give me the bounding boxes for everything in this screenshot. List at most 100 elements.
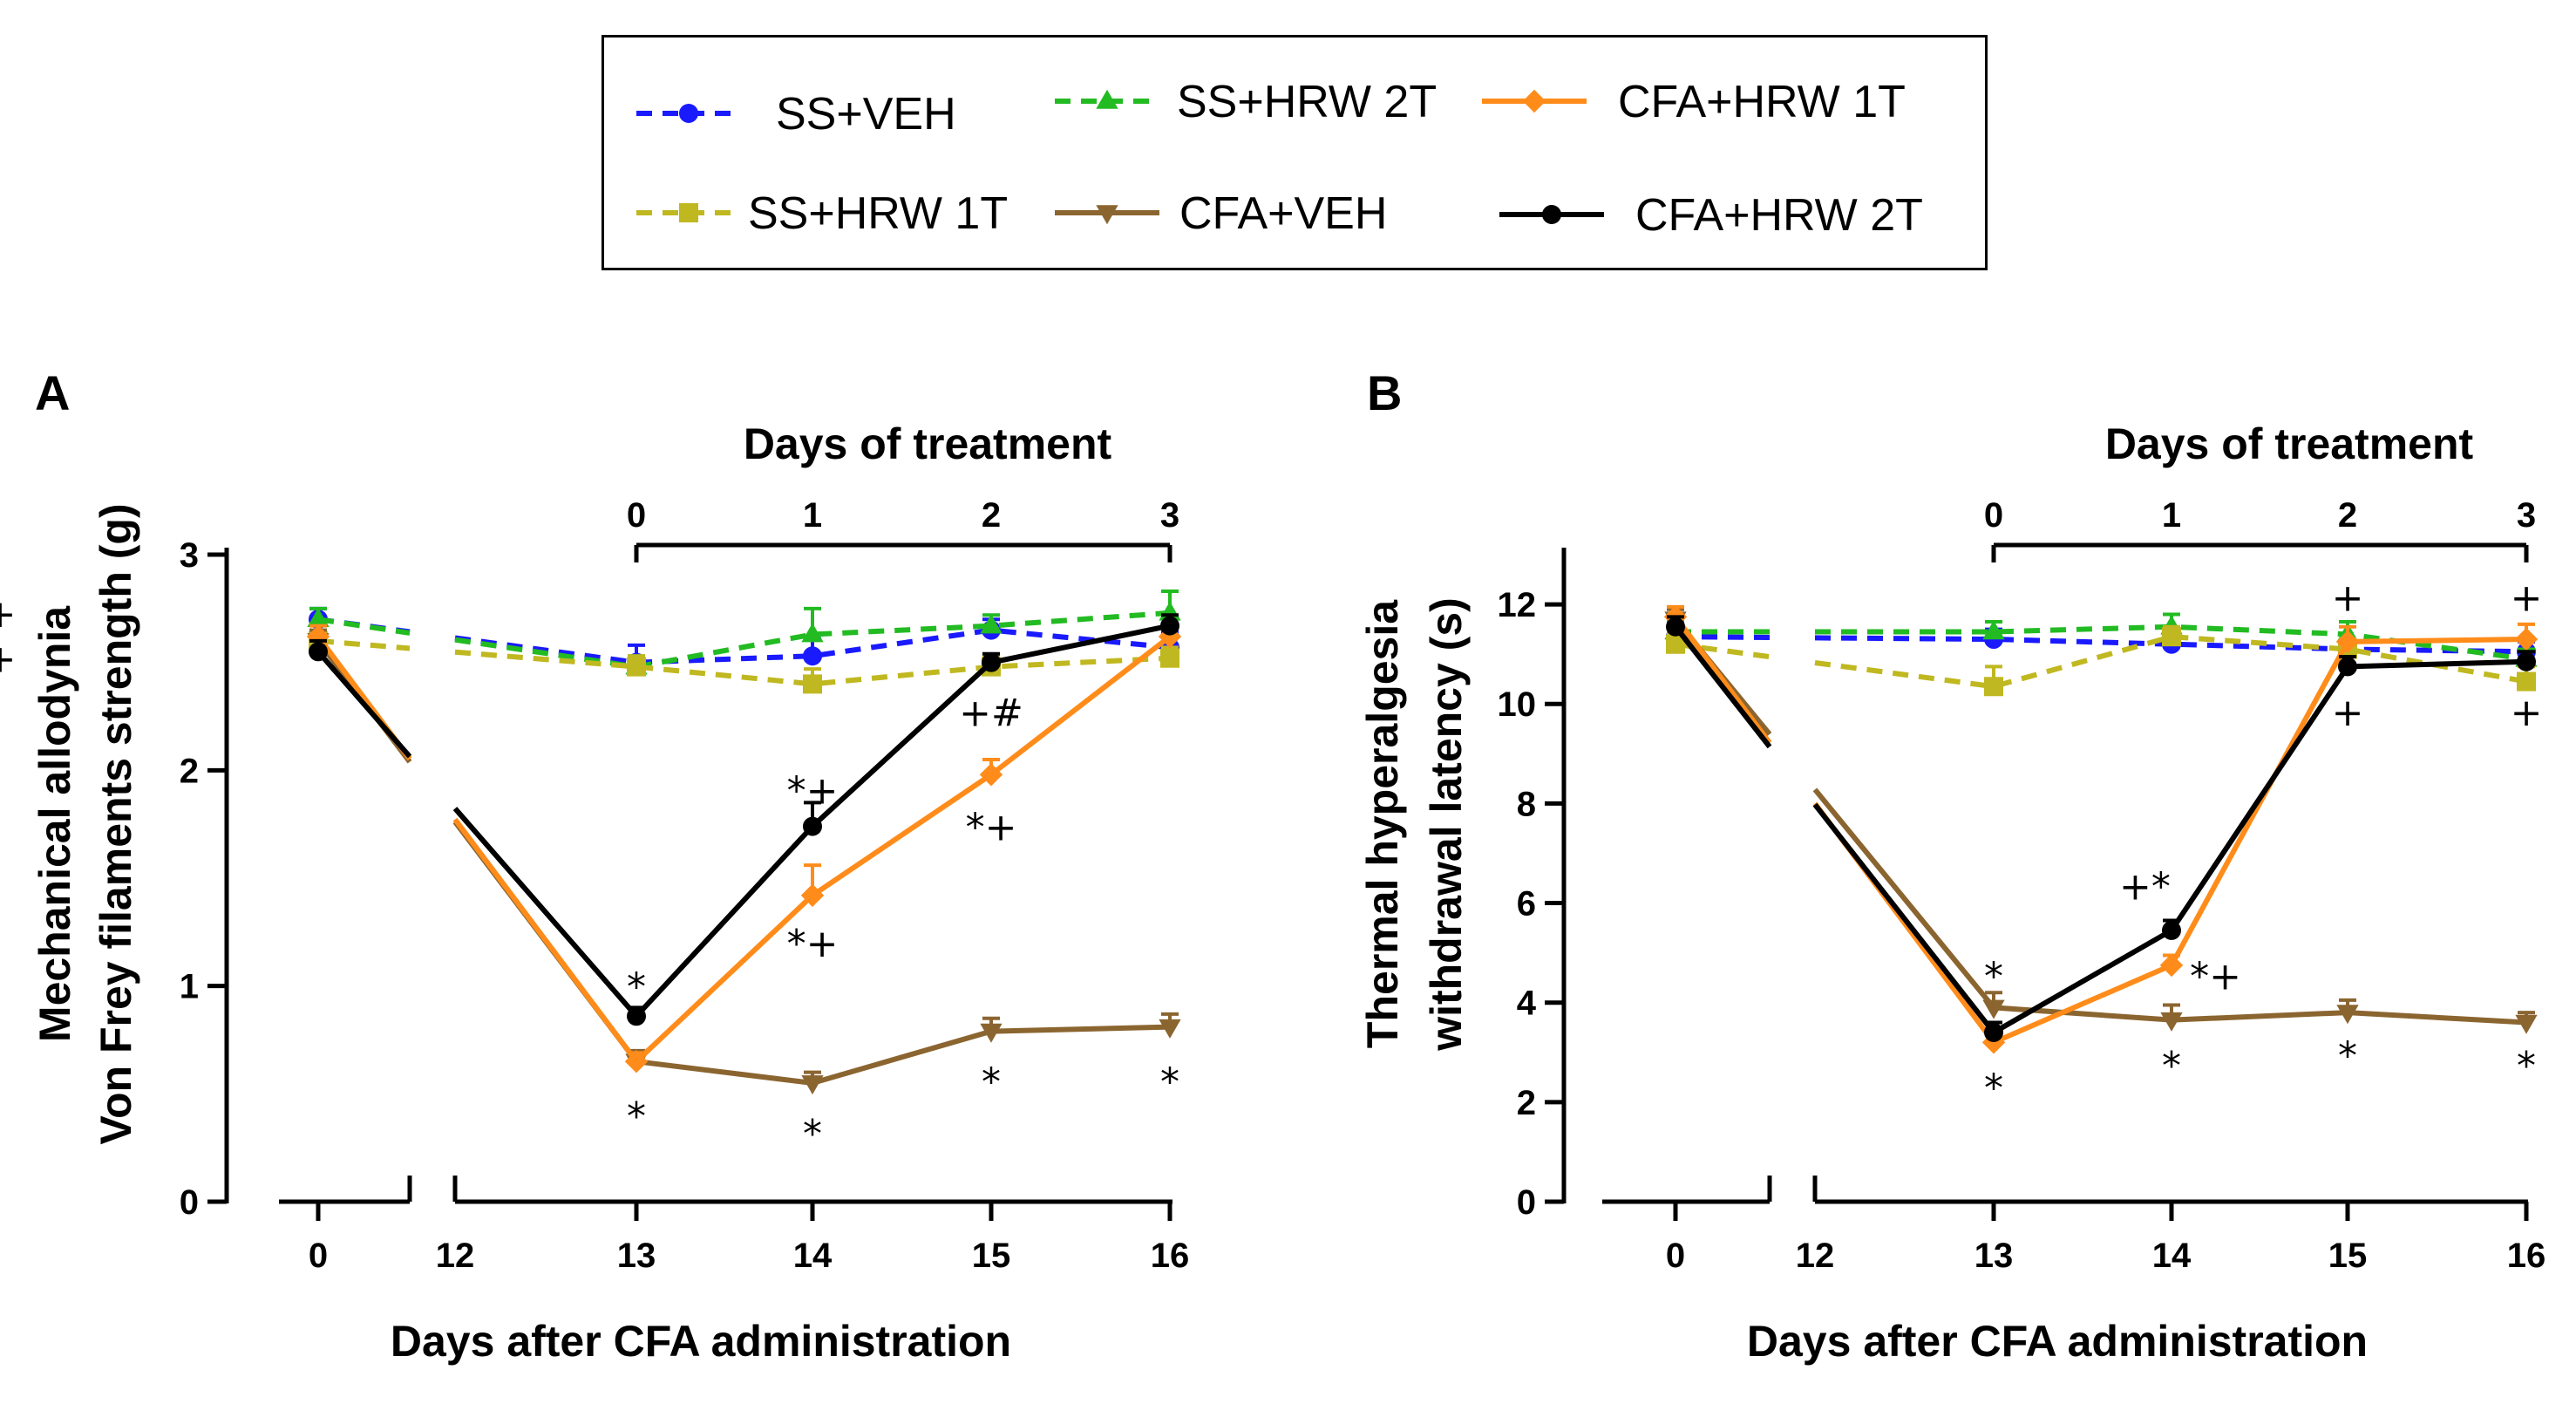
data-point — [309, 642, 328, 662]
panel-a-y-axis-title-line1: Mechanical allodynia — [31, 605, 79, 1042]
panel-a-x-axis-title: Days after CFA administration — [391, 1317, 1011, 1366]
legend-item-ss-veh: SS+VEH — [636, 89, 956, 140]
legend-item-cfa-veh: CFA+VEH — [1055, 188, 1387, 239]
significance-annotations: ***+*+*+#*+**++ — [0, 592, 1179, 1156]
significance-mark: + — [2332, 691, 2364, 735]
panel-a-treatment-title: Days of treatment — [744, 419, 1112, 468]
data-point — [1984, 1022, 2003, 1042]
panel-a-y-axis-title-line2: Von Frey filaments strength (g) — [92, 503, 140, 1144]
data-point — [2160, 1012, 2183, 1032]
series-line-pre-break — [316, 650, 412, 759]
treatment-tick-label: 1 — [2162, 496, 2181, 535]
x-tick-label: 0 — [1666, 1237, 1685, 1275]
x-tick-label: 14 — [793, 1237, 833, 1275]
data-point — [2336, 1005, 2359, 1025]
treatment-tick-label: 2 — [982, 496, 1001, 535]
treatment-tick-label: 1 — [803, 496, 822, 535]
panel-b-y-axis-title-line2: withdrawal latency (s) — [1422, 597, 1471, 1052]
legend-item-ss-hrw-1t: SS+HRW 1T — [636, 188, 1008, 239]
panel-b-y-axis-title-line1: Thermal hyperalgesia — [1358, 599, 1407, 1048]
data-point — [627, 657, 646, 677]
treatment-tick-label: 0 — [1984, 496, 2003, 535]
y-tick-label: 1 — [180, 968, 199, 1006]
y-tick-label: 2 — [1517, 1084, 1536, 1122]
panel-a-label: A — [35, 365, 70, 420]
data-point — [2162, 627, 2181, 647]
panel-b: B Days of treatment Days after CFA admin… — [1358, 365, 2545, 1366]
data-point — [2338, 657, 2357, 677]
data-point — [803, 816, 822, 836]
significance-mark: *+ — [2190, 954, 2241, 998]
significance-mark: *+ — [787, 922, 839, 966]
treatment-bracket: 0 1 2 3 — [1984, 496, 2536, 562]
series-ss-hrw-1t — [1666, 624, 2536, 697]
data-point — [1984, 677, 2003, 697]
significance-mark: *+ — [966, 806, 1017, 850]
data-point — [803, 646, 822, 666]
significance-mark: * — [982, 1060, 1001, 1104]
legend-item-cfa-hrw-1t: CFA+HRW 1T — [1482, 77, 1906, 127]
x-tick-label: 0 — [309, 1237, 328, 1275]
treatment-tick-label: 3 — [2517, 496, 2536, 535]
data-point — [980, 614, 1003, 634]
significance-mark: * — [1984, 954, 2003, 998]
series-line-pre-break — [317, 637, 411, 651]
data-point — [979, 763, 1003, 787]
series-ss-hrw-2t — [307, 590, 1181, 675]
data-point — [627, 1006, 646, 1026]
data-point — [1666, 617, 1685, 637]
data-point — [801, 623, 824, 643]
series-line — [1814, 635, 2527, 655]
legend: SS+VEH SS+HRW 2T CFA+HRW 1T SS+HRW 1T CFA+VE… — [636, 77, 1923, 241]
treatment-tick-label: 0 — [627, 496, 646, 535]
series-ss-hrw-1t — [309, 628, 1179, 694]
legend-label: SS+VEH — [776, 89, 956, 140]
significance-mark: + — [2511, 691, 2543, 735]
series-line — [1812, 658, 2527, 1036]
axes: 0 2 4 6 8 10 12 0 12 13 14 15 16 — [1498, 548, 2546, 1275]
data-point — [307, 608, 330, 627]
data-point — [2514, 627, 2539, 651]
legend-box — [602, 35, 1988, 270]
legend-label: CFA+HRW 2T — [1635, 190, 1923, 241]
x-tick-label: 16 — [1151, 1237, 1190, 1275]
data-point — [1159, 1019, 1181, 1039]
panel-b-label: B — [1367, 365, 1402, 420]
data-point — [803, 674, 822, 694]
treatment-tick-label: 3 — [1160, 496, 1179, 535]
data-point — [1981, 1031, 2006, 1054]
legend-swatch-marker — [1096, 205, 1118, 225]
treatment-tick-label: 2 — [2338, 496, 2357, 535]
data-point — [1158, 624, 1182, 649]
series-group — [306, 590, 1182, 1095]
data-point — [982, 652, 1001, 672]
y-tick-label: 3 — [180, 536, 199, 575]
series-line — [452, 634, 1172, 1066]
legend-swatch-marker — [1522, 89, 1546, 113]
series-line — [1812, 787, 2527, 1026]
x-tick-label: 16 — [2507, 1237, 2546, 1275]
significance-mark: + — [0, 592, 16, 637]
legend-label: CFA+VEH — [1179, 188, 1387, 239]
series-cfa-veh — [307, 628, 1181, 1095]
y-tick-label: 4 — [1517, 985, 1537, 1023]
significance-mark: + — [2511, 576, 2543, 621]
y-tick-label: 10 — [1498, 685, 1537, 724]
legend-label: SS+HRW 1T — [748, 188, 1008, 239]
series-line-pre-break — [1675, 641, 1771, 660]
series-line-pre-break — [317, 617, 411, 636]
legend-label: CFA+HRW 1T — [1618, 77, 1906, 127]
significance-mark: *+ — [787, 769, 839, 814]
data-point — [1160, 648, 1179, 668]
significance-mark: + — [2332, 576, 2364, 621]
data-point — [2159, 953, 2184, 978]
data-point — [2517, 671, 2536, 692]
x-tick-label: 15 — [972, 1237, 1011, 1275]
treatment-bracket: 0 1 2 3 — [627, 496, 1179, 562]
significance-mark: * — [627, 965, 646, 1010]
data-point — [1982, 999, 2005, 1019]
y-tick-label: 2 — [180, 752, 199, 790]
x-tick-label: 15 — [2328, 1237, 2368, 1275]
legend-label: SS+HRW 2T — [1177, 77, 1437, 127]
